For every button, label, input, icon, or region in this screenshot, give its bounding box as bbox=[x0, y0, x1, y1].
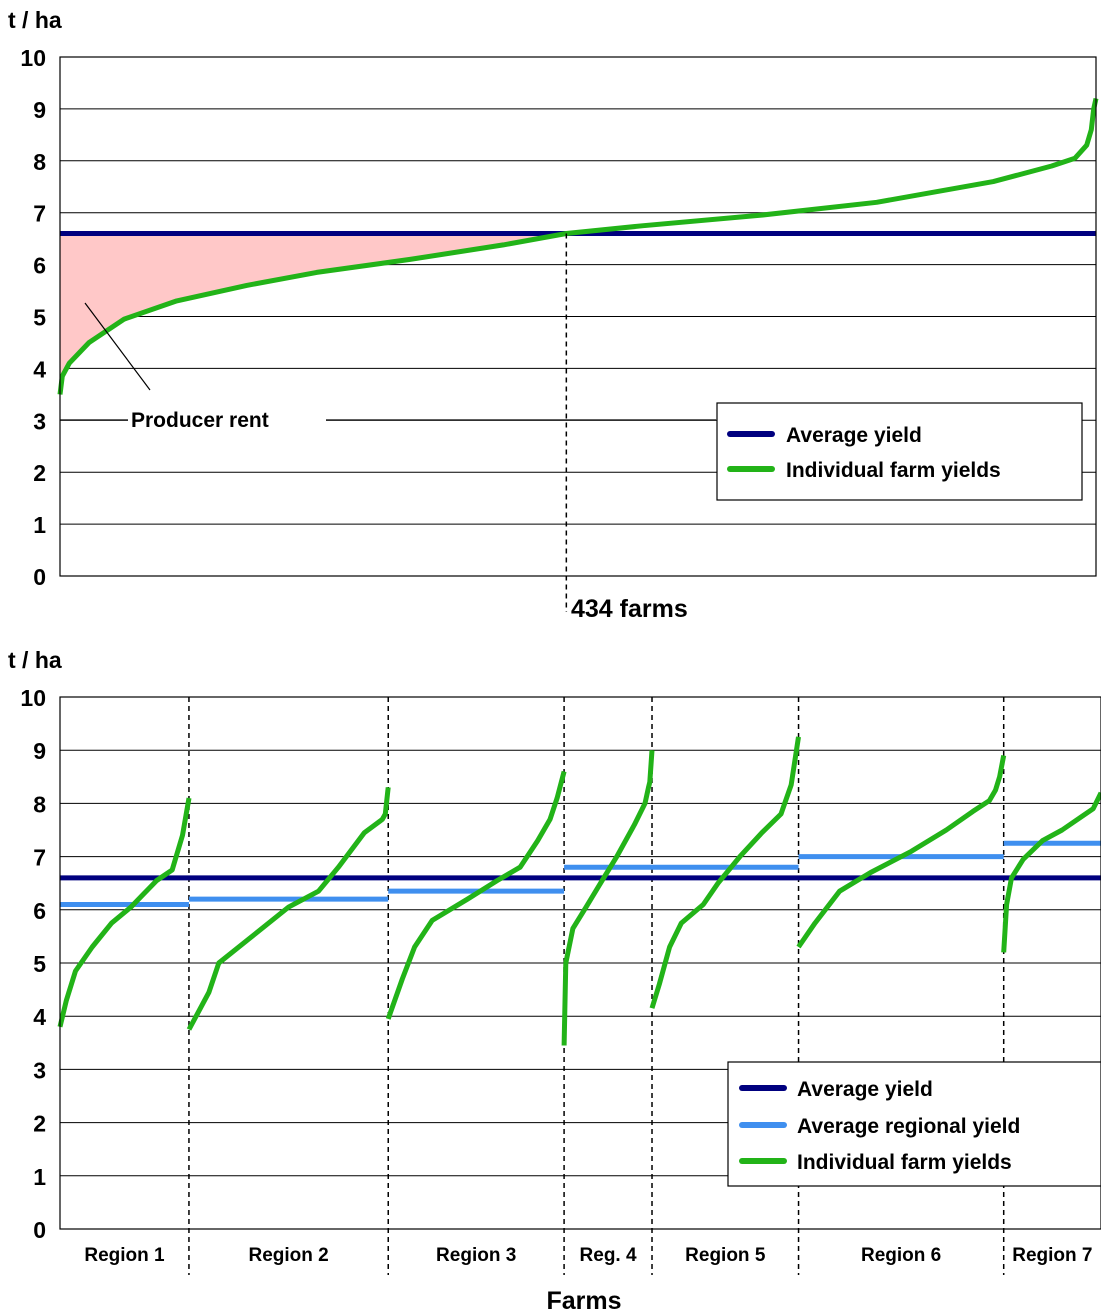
top-y-tick-label: 7 bbox=[33, 201, 46, 227]
bottom-y-tick-label: 9 bbox=[33, 738, 46, 764]
top-y-tick-label: 8 bbox=[33, 149, 46, 175]
farm-count-label: 434 farms bbox=[571, 595, 688, 623]
region-label: Region 3 bbox=[436, 1245, 516, 1266]
top-chart: t / ha 0 1 2 3 4 5 6 7 8 9 10 Producer rent 434 fa… bbox=[8, 7, 1099, 623]
bottom-plot-frame bbox=[59, 696, 1101, 1230]
top-y-tick-label: 1 bbox=[33, 512, 46, 538]
region-label: Region 1 bbox=[84, 1245, 165, 1266]
legend-label-average-yield: Average yield bbox=[786, 424, 922, 447]
region-label: Region 7 bbox=[1012, 1245, 1092, 1266]
top-y-tick-label: 5 bbox=[33, 305, 46, 331]
producer-rent-area bbox=[60, 233, 567, 395]
legend-label-average-regional-yield: Average regional yield bbox=[797, 1115, 1020, 1138]
bottom-y-tick-label: 5 bbox=[33, 951, 46, 977]
bottom-y-tick-label: 2 bbox=[33, 1111, 46, 1137]
bottom-y-unit-label: t / ha bbox=[8, 647, 62, 673]
region-label: Region 6 bbox=[861, 1245, 941, 1266]
top-y-tick-label: 10 bbox=[20, 45, 46, 71]
bottom-y-tick-label: 3 bbox=[33, 1057, 46, 1083]
top-y-tick-label: 2 bbox=[33, 460, 46, 486]
bottom-y-tick-label: 1 bbox=[33, 1164, 46, 1190]
top-plot-frame bbox=[59, 56, 1097, 577]
top-y-tick-labels: 0 1 2 3 4 5 6 7 8 9 10 bbox=[20, 45, 46, 590]
top-y-tick-label: 4 bbox=[33, 356, 46, 382]
top-y-unit-label: t / ha bbox=[8, 7, 62, 33]
region-label: Reg. 4 bbox=[580, 1245, 637, 1266]
region-separators bbox=[188, 697, 1005, 1275]
top-legend-box bbox=[716, 402, 1083, 501]
regional-yield-curve bbox=[1001, 791, 1101, 953]
top-y-tick-label: 6 bbox=[33, 253, 46, 279]
regional-average-lines bbox=[60, 840, 1101, 907]
regional-yield-curve bbox=[561, 750, 655, 1046]
bottom-y-tick-labels: 0 1 2 3 4 5 6 7 8 9 10 bbox=[20, 685, 46, 1243]
legend-label-average-yield: Average yield bbox=[797, 1078, 933, 1101]
bottom-y-tick-label: 0 bbox=[33, 1217, 46, 1243]
producer-rent-pointer bbox=[84, 302, 151, 391]
producer-rent-label-bg bbox=[128, 404, 326, 436]
top-y-tick-label: 0 bbox=[33, 564, 46, 590]
bottom-y-tick-label: 7 bbox=[33, 845, 46, 871]
bottom-legend: Average yield Average regional yield Ind… bbox=[727, 1061, 1101, 1187]
bottom-legend-box bbox=[727, 1061, 1101, 1187]
top-legend: Average yield Individual farm yields bbox=[716, 402, 1083, 501]
top-y-tick-label: 9 bbox=[33, 97, 46, 123]
legend-label-individual-yields: Individual farm yields bbox=[786, 459, 1001, 482]
region-label: Region 5 bbox=[685, 1245, 766, 1266]
bottom-y-tick-label: 10 bbox=[20, 685, 46, 711]
bottom-y-tick-label: 8 bbox=[33, 791, 46, 817]
regional-yield-curve bbox=[796, 755, 1007, 949]
regional-yield-curves bbox=[57, 736, 1101, 1046]
region-labels: Region 1 Region 2 Region 3 Reg. 4 Region 5 Re… bbox=[84, 1245, 1092, 1266]
regional-yield-curve bbox=[57, 797, 192, 1028]
regional-yield-curve bbox=[186, 787, 391, 1031]
bottom-y-tick-label: 4 bbox=[33, 1004, 46, 1030]
legend-label-individual-yields: Individual farm yields bbox=[797, 1151, 1012, 1174]
top-y-tick-label: 3 bbox=[33, 408, 46, 434]
producer-rent-label: Producer rent bbox=[131, 409, 269, 432]
regional-yield-curve bbox=[385, 770, 567, 1020]
regional-yield-curve bbox=[649, 736, 801, 1009]
bottom-x-axis-label: Farms bbox=[546, 1287, 621, 1315]
bottom-y-tick-label: 6 bbox=[33, 898, 46, 924]
region-label: Region 2 bbox=[248, 1245, 328, 1266]
